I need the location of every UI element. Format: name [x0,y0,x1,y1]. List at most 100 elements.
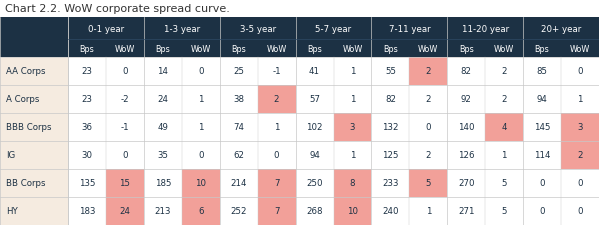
Text: 185: 185 [155,179,171,188]
Bar [68,197,106,225]
Bar [181,169,220,197]
Text: 1: 1 [274,123,279,132]
Bar [334,86,371,113]
Text: 1: 1 [350,67,355,76]
Bar [447,86,485,113]
Text: WoW: WoW [570,44,590,53]
Bar [68,113,106,141]
Bar [447,58,485,86]
Bar [409,113,447,141]
Bar [144,197,181,225]
Bar [144,141,181,169]
Text: 23: 23 [81,67,92,76]
Text: 38: 38 [233,95,244,104]
Bar [485,169,523,197]
Text: 6: 6 [198,207,204,216]
Bar [106,197,144,225]
Bar [485,141,523,169]
Bar [258,197,295,225]
Bar [334,141,371,169]
Bar [181,58,220,86]
Bar [0,58,68,86]
Text: 8: 8 [350,179,355,188]
Text: 1: 1 [501,151,507,160]
Text: -1: -1 [120,123,129,132]
Text: 0: 0 [122,67,128,76]
Text: 1: 1 [350,95,355,104]
Text: -1: -1 [273,67,281,76]
Bar [0,141,68,169]
Bar [106,113,144,141]
Text: 0: 0 [577,207,583,216]
Bar [561,141,599,169]
Bar [447,113,485,141]
Bar [220,197,258,225]
Bar [68,141,106,169]
Bar [106,58,144,86]
Text: 49: 49 [158,123,168,132]
Bar [485,58,523,86]
Text: 135: 135 [78,179,95,188]
Bar [295,197,334,225]
Text: 2: 2 [501,95,507,104]
Bar [371,58,409,86]
Bar [181,113,220,141]
Text: 0: 0 [274,151,279,160]
Text: 0: 0 [577,179,583,188]
Text: 126: 126 [458,151,474,160]
Bar [561,197,599,225]
Text: 0: 0 [198,67,204,76]
Text: 94: 94 [537,95,547,104]
Text: 5: 5 [501,207,507,216]
Bar [0,86,68,113]
Bar [258,169,295,197]
Text: 1-3 year: 1-3 year [164,24,200,33]
Text: 5-7 year: 5-7 year [316,24,352,33]
Text: 7: 7 [274,207,279,216]
Bar [220,58,258,86]
Bar [106,141,144,169]
Bar [409,197,447,225]
Text: WoW: WoW [115,44,135,53]
Bar [258,141,295,169]
Bar [447,197,485,225]
Text: 0: 0 [577,67,583,76]
Bar [561,86,599,113]
Text: 14: 14 [158,67,168,76]
Bar [485,197,523,225]
Bar [258,113,295,141]
Text: 23: 23 [81,95,92,104]
Bar [220,141,258,169]
Bar [561,113,599,141]
Text: 3: 3 [350,123,355,132]
Text: 1: 1 [350,151,355,160]
Bar [68,86,106,113]
Bar [68,169,106,197]
Text: 2: 2 [425,95,431,104]
Text: 213: 213 [155,207,171,216]
Bar [144,169,181,197]
Text: 3-5 year: 3-5 year [240,24,276,33]
Text: Bps: Bps [307,44,322,53]
Text: A Corps: A Corps [6,95,40,104]
Text: Bps: Bps [383,44,398,53]
Bar [144,86,181,113]
Bar [561,58,599,86]
Bar [371,113,409,141]
Bar [409,86,447,113]
Bar [295,169,334,197]
Text: 10: 10 [347,207,358,216]
Bar [409,169,447,197]
Bar [0,169,68,197]
Text: 140: 140 [458,123,474,132]
Text: BB Corps: BB Corps [6,179,46,188]
Text: 41: 41 [309,67,320,76]
Bar [144,58,181,86]
Bar [523,113,561,141]
Bar [68,58,106,86]
Text: 62: 62 [233,151,244,160]
Text: 3: 3 [577,123,583,132]
Bar [371,86,409,113]
Text: 5: 5 [425,179,431,188]
Bar [371,141,409,169]
